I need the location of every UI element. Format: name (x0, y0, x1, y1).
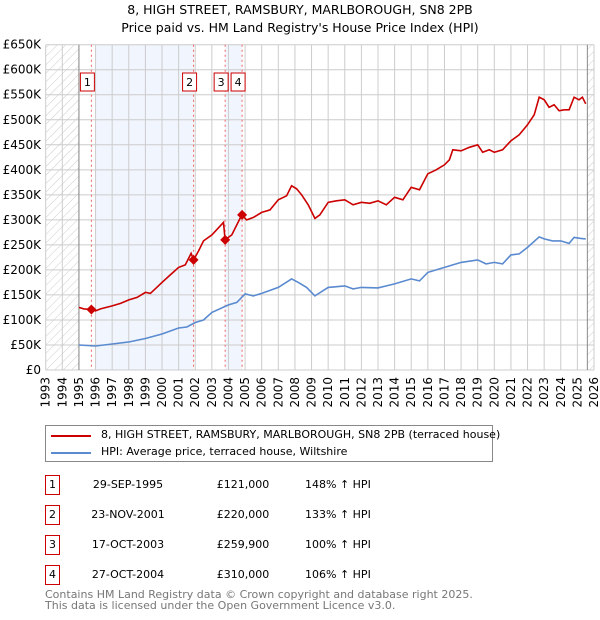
sale-point (237, 209, 248, 220)
x-tick-label: 2004 (221, 377, 235, 408)
legend-label: HPI: Average price, terraced house, Wilt… (101, 445, 348, 458)
sale-price: £121,000 (216, 478, 270, 491)
sale-point (188, 254, 199, 265)
sale-date: 29-SEP-1995 (92, 478, 164, 491)
sale-point (220, 234, 231, 245)
y-tick-label: £400K (3, 163, 43, 177)
sale-date: 27-OCT-2004 (91, 568, 165, 581)
sale-label-number: 2 (186, 76, 193, 89)
hatched-region (587, 44, 594, 370)
x-tick-label: 2021 (504, 377, 518, 408)
x-tick-label: 2014 (388, 377, 402, 408)
x-tick-label: 2002 (188, 377, 202, 408)
table-row: 4 27-OCT-2004 £310,000 106% ↑ HPI (45, 565, 465, 585)
x-tick-label: 2011 (338, 377, 352, 408)
y-tick-label: £600K (3, 63, 43, 77)
sale-label-box (213, 72, 229, 92)
y-tick-label: £450K (3, 138, 43, 152)
y-tick-label: £50K (10, 338, 42, 352)
x-tick-label: 2020 (487, 377, 501, 408)
x-tick-label: 2022 (521, 377, 535, 408)
sale-date: 17-OCT-2003 (91, 538, 165, 551)
sale-price: £310,000 (216, 568, 270, 581)
x-tick-label: 2018 (454, 377, 468, 408)
footer-licence: This data is licensed under the Open Gov… (45, 599, 396, 612)
y-tick-label: £350K (3, 188, 43, 202)
x-tick-label: 2010 (321, 377, 335, 408)
footer-copyright: Contains HM Land Registry data © Crown c… (45, 588, 473, 601)
x-tick-label: 2007 (271, 377, 285, 408)
sale-price: £220,000 (216, 508, 270, 521)
sale-date: 23-NOV-2001 (91, 508, 165, 521)
shaded-period (225, 44, 242, 370)
x-tick-label: 2023 (537, 377, 551, 408)
sale-number: 3 (45, 535, 60, 555)
sale-hpi-change: 100% ↑ HPI (305, 538, 371, 551)
x-tick-label: 2008 (288, 377, 302, 408)
price-chart: 1993 1994 1995 1996 1997 1998 1999 2000 2001 2002… (3, 38, 600, 408)
x-tick-label: 2000 (155, 377, 169, 408)
legend: 8, HIGH STREET, RAMSBURY, MARLBOROUGH, S… (45, 425, 500, 462)
sale-hpi-change: 148% ↑ HPI (305, 478, 371, 491)
legend-label: 8, HIGH STREET, RAMSBURY, MARLBOROUGH, S… (101, 428, 501, 441)
y-tick-label: £250K (3, 238, 43, 252)
legend-swatch-blue (51, 452, 91, 454)
y-tick-label: £0 (26, 363, 41, 377)
chart-title: 8, HIGH STREET, RAMSBURY, MARLBOROUGH, S… (127, 2, 473, 17)
x-tick-label: 2005 (238, 377, 252, 408)
sale-label-box (182, 72, 198, 92)
sale-label-number: 3 (218, 76, 225, 89)
x-tick-label: 2001 (172, 377, 186, 408)
sale-point (86, 304, 97, 315)
x-tick-label: 1993 (39, 377, 53, 408)
x-tick-label: 2026 (587, 377, 600, 408)
property-price-line (78, 95, 587, 312)
sale-number: 1 (45, 475, 60, 495)
x-tick-label: 2012 (354, 377, 368, 408)
x-tick-label: 2013 (371, 377, 385, 408)
sale-hpi-change: 133% ↑ HPI (305, 508, 371, 521)
sale-label-box (79, 72, 95, 92)
sale-price: £259,900 (216, 538, 270, 551)
x-tick-label: 2019 (471, 377, 485, 408)
table-row: 1 29-SEP-1995 £121,000 148% ↑ HPI (45, 475, 465, 495)
sale-hpi-change: 106% ↑ HPI (305, 568, 371, 581)
y-tick-label: £300K (3, 213, 43, 227)
x-tick-label: 2016 (421, 377, 435, 408)
legend-swatch-red (51, 435, 91, 437)
x-tick-label: 2009 (305, 377, 319, 408)
x-tick-label: 2017 (437, 377, 451, 408)
x-tick-label: 2015 (404, 377, 418, 408)
y-tick-label: £650K (3, 38, 43, 52)
chart-subtitle: Price paid vs. HM Land Registry's House … (121, 20, 479, 35)
sale-number: 4 (45, 565, 60, 585)
x-tick-label: 2006 (255, 377, 269, 408)
sale-label-number: 4 (235, 76, 242, 89)
x-tick-label: 2025 (570, 377, 584, 408)
sale-label-number: 1 (84, 76, 91, 89)
sale-label-box (230, 72, 246, 92)
y-tick-label: £150K (3, 288, 43, 302)
hpi-line (78, 235, 586, 347)
table-row: 3 17-OCT-2003 £259,900 100% ↑ HPI (45, 535, 465, 555)
x-tick-label: 1998 (122, 377, 136, 408)
table-row: 2 23-NOV-2001 £220,000 133% ↑ HPI (45, 505, 465, 525)
x-tick-label: 1995 (72, 377, 86, 408)
y-tick-label: £100K (3, 313, 43, 327)
y-tick-label: £550K (3, 88, 43, 102)
sale-number: 2 (45, 505, 60, 525)
x-tick-label: 1996 (89, 377, 103, 408)
x-tick-label: 2024 (554, 377, 568, 408)
y-tick-label: £500K (3, 113, 43, 127)
x-tick-label: 1994 (55, 377, 69, 408)
y-tick-label: £200K (3, 263, 43, 277)
x-tick-label: 1997 (105, 377, 119, 408)
x-tick-label: 2003 (205, 377, 219, 408)
x-tick-label: 1999 (138, 377, 152, 408)
